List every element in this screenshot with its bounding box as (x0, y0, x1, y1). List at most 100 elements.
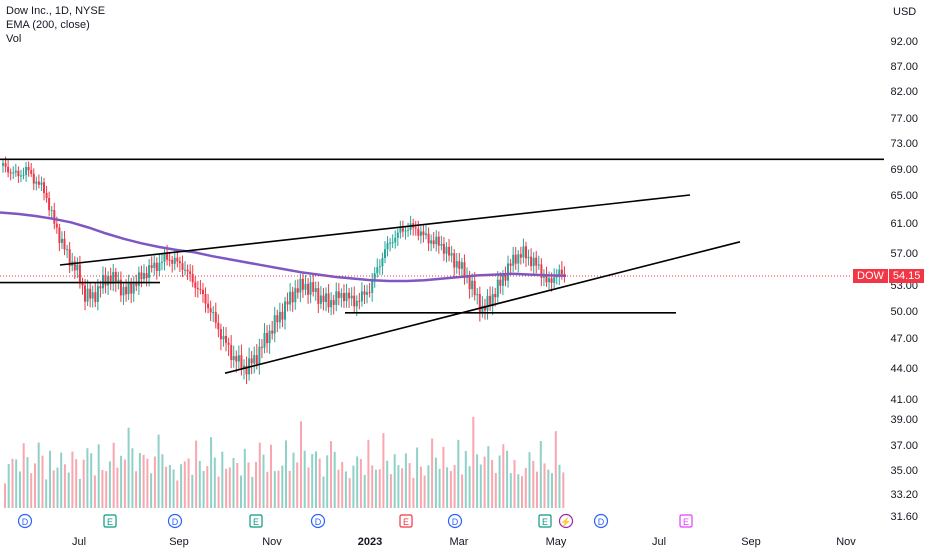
dividend-icon (310, 513, 326, 529)
candle-body (37, 181, 40, 185)
candle-body (112, 272, 115, 284)
candle-body (84, 285, 86, 302)
candle-body (235, 356, 238, 362)
volume-bar (19, 471, 21, 508)
event-marker-label: E (253, 517, 259, 527)
candle-body (442, 243, 445, 254)
volume-bar (547, 469, 550, 508)
candle-body (407, 229, 410, 231)
volume-bar (539, 441, 542, 508)
volume-bar (78, 478, 81, 508)
currency-label[interactable]: USD (893, 6, 917, 18)
candle-body (225, 336, 227, 343)
candle-body (35, 181, 38, 184)
price-axis[interactable]: 92.00 87.00 82.00 77.00 73.00 69.00 65.00 61.00… (890, 36, 918, 523)
volume-bar (101, 470, 104, 508)
volume-bar (352, 465, 355, 508)
y-tick-label: 44.00 (890, 363, 918, 375)
volume-bar (127, 427, 130, 508)
candle-body (491, 294, 494, 307)
volume-bars (4, 416, 565, 508)
candle-body (348, 292, 351, 299)
candle-body (7, 166, 10, 173)
volume-bar (288, 470, 291, 508)
volume-bar (168, 464, 171, 508)
y-tick-label: 82.00 (890, 86, 918, 98)
volume-bar (315, 451, 317, 508)
candle-body (494, 294, 497, 298)
candle-body (463, 262, 466, 278)
trendlines[interactable] (0, 158, 884, 374)
candle-body (507, 263, 509, 281)
volume-bar (412, 477, 415, 508)
volume-bar (386, 460, 389, 508)
volume-bar (225, 468, 228, 508)
volume-bar (509, 473, 512, 508)
event-marker-label: D (598, 517, 605, 527)
candle-body (227, 342, 230, 345)
ema-label[interactable]: EMA (200, close) (6, 19, 90, 31)
candle-body (484, 305, 486, 311)
y-tick-label: 73.00 (890, 138, 918, 150)
volume-bar (532, 460, 535, 508)
candle-body (137, 272, 140, 286)
volume-bar (427, 465, 430, 508)
volume-bar (71, 451, 74, 508)
volume-bar (363, 475, 366, 508)
candle-body (184, 269, 186, 271)
event-marker-label: E (403, 517, 409, 527)
candle-body (384, 249, 386, 259)
volume-bar (285, 440, 287, 508)
volume-bar (551, 473, 553, 508)
x-tick-label: 2023 (358, 536, 382, 548)
volume-bar (135, 471, 138, 508)
candle-body (204, 294, 207, 304)
candle-body (178, 261, 181, 264)
candle-body (145, 273, 148, 279)
symbol-title[interactable]: Dow Inc., 1D, NYSE (6, 5, 106, 17)
volume-bar (344, 471, 347, 508)
candle-body (343, 293, 345, 301)
candle-body (391, 242, 394, 244)
candle-body (191, 274, 194, 283)
candle-body (135, 283, 138, 286)
volume-bar (382, 433, 385, 508)
candle-body (527, 256, 530, 259)
candle-body (309, 282, 312, 295)
candle-body (517, 254, 520, 264)
candle-body (63, 238, 66, 250)
y-tick-label: 37.00 (890, 440, 918, 452)
candle-body (404, 230, 407, 232)
volume-bar (389, 474, 392, 508)
candle-body (207, 303, 210, 309)
volume-bar (554, 431, 557, 508)
volume-bar (322, 476, 325, 508)
candle-body (230, 344, 233, 361)
volume-bar (404, 453, 407, 508)
volume-bar (292, 452, 295, 508)
candle-body (109, 276, 112, 284)
candle-body (525, 246, 527, 259)
candle-body (76, 264, 79, 271)
candle-body (371, 279, 374, 293)
candle-body (55, 223, 58, 228)
candle-body (50, 210, 53, 212)
candle-body (189, 271, 192, 274)
event-markers[interactable]: D E D E D E D E ⚡ D E (17, 513, 693, 529)
volume-bar (195, 440, 198, 508)
volume-bar (483, 456, 486, 508)
volume-bar (359, 459, 362, 508)
volume-bar (165, 466, 168, 508)
volume-bar (270, 444, 272, 508)
candle-body (501, 275, 504, 286)
volume-label[interactable]: Vol (6, 33, 22, 45)
volume-bar (502, 444, 505, 508)
volume-bar (453, 464, 456, 508)
event-marker-label: E (107, 517, 113, 527)
volume-bar (49, 450, 51, 508)
candle-body (509, 263, 512, 266)
time-axis[interactable]: Jul Sep Nov 2023 Mar May Jul Sep Nov (72, 536, 856, 548)
candle-body (399, 228, 402, 233)
candle-body (294, 288, 297, 303)
